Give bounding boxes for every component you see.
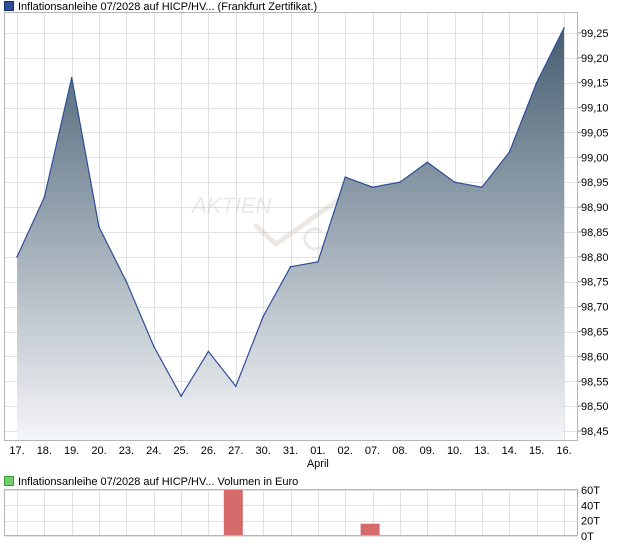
price-x-tick-label: 02. <box>338 445 353 457</box>
price-series <box>16 27 565 442</box>
volume-bar <box>223 490 243 536</box>
price-y-tick-label: 98,75 <box>581 277 609 289</box>
svg-text:AKTIEN: AKTIEN <box>190 193 272 218</box>
price-point <box>563 27 565 29</box>
watermark: AKTIEN <box>190 193 341 251</box>
price-y-tick-label: 99,05 <box>581 127 609 139</box>
price-y-tick-label: 98,45 <box>581 426 609 438</box>
price-point <box>153 345 155 348</box>
volume-plot-frame <box>4 489 578 536</box>
price-x-tick-label: 24. <box>146 445 161 457</box>
volume-grid <box>5 490 578 537</box>
price-y-tick-label: 98,85 <box>581 227 609 239</box>
price-x-tick-label: 25. <box>173 445 188 457</box>
price-y-tick-label: 99,20 <box>581 53 609 65</box>
volume-y-tick-label: 60T <box>581 485 600 497</box>
price-y-tick-label: 98,65 <box>581 327 609 339</box>
price-y-tick-label: 98,50 <box>581 401 609 413</box>
price-x-tick-label: 07. <box>365 445 380 457</box>
price-point <box>98 226 100 228</box>
price-x-tick-label: 16. <box>556 445 571 457</box>
price-point <box>508 151 511 154</box>
price-legend-swatch <box>4 1 14 11</box>
price-x-tick-label: 20. <box>91 445 106 457</box>
price-x-tick-label: 30. <box>256 445 271 457</box>
price-point <box>344 176 347 178</box>
price-point <box>535 81 538 84</box>
price-y-tick-label: 98,70 <box>581 302 609 314</box>
price-point <box>481 186 483 188</box>
volume-bars <box>223 490 380 536</box>
price-legend: Inflationsanleihe 07/2028 auf HICP/HV...… <box>4 0 317 14</box>
price-x-tick-label: 26. <box>201 445 216 457</box>
price-y-tick-label: 99,15 <box>581 78 609 90</box>
price-point <box>180 395 182 398</box>
price-x-tick-label: 08. <box>392 445 407 457</box>
volume-y-tick-label: 0T <box>581 531 594 543</box>
price-y-tick-label: 98,55 <box>581 376 609 388</box>
price-x-tick-label: 14. <box>502 445 517 457</box>
price-point <box>371 186 374 188</box>
volume-legend: Inflationsanleihe 07/2028 auf HICP/HV...… <box>4 475 298 489</box>
price-point <box>426 161 429 164</box>
price-point <box>16 256 18 258</box>
price-point <box>399 181 401 183</box>
price-point <box>70 76 73 79</box>
price-legend-label: Inflationsanleihe 07/2028 auf HICP/HV...… <box>18 1 318 13</box>
price-point <box>262 315 264 318</box>
price-x-tick-label: 01. <box>310 445 325 457</box>
price-y-tick-label: 99,25 <box>581 28 609 40</box>
price-point <box>289 266 292 268</box>
volume-y-tick-label: 40T <box>581 500 600 512</box>
volume-legend-label: Inflationsanleihe 07/2028 auf HICP/HV...… <box>18 476 299 488</box>
price-x-tick-label: 10. <box>447 445 462 457</box>
price-x-axis: 17. 18. 19. 20. 23. 24. 25. 26. 27. 30. 31. 01. 02. 0… <box>9 445 571 470</box>
price-point <box>125 280 128 283</box>
price-plot-frame <box>4 12 578 441</box>
price-y-tick-label: 99,00 <box>581 152 609 164</box>
price-point <box>235 385 237 388</box>
price-x-tick-label: 18. <box>37 445 52 457</box>
price-y-tick-label: 98,80 <box>581 252 609 264</box>
price-x-tick-label: 19. <box>64 445 79 457</box>
volume-y-tick-label: 20T <box>581 516 600 528</box>
price-area <box>17 27 564 442</box>
price-x-tick-label: 17. <box>9 445 24 457</box>
month-label: April <box>307 458 329 470</box>
price-x-tick-label: 27. <box>228 445 243 457</box>
price-x-tick-label: 15. <box>529 445 544 457</box>
volume-legend-swatch <box>4 476 14 486</box>
price-y-axis: 99,25 99,20 99,15 99,10 99,05 99,00 98,95 98,90… <box>578 28 609 438</box>
price-point <box>207 350 210 353</box>
price-point <box>43 196 46 198</box>
price-y-tick-label: 99,10 <box>581 103 609 115</box>
price-x-tick-label: 09. <box>420 445 435 457</box>
price-y-tick-label: 98,95 <box>581 177 609 189</box>
price-point <box>453 181 456 183</box>
volume-y-axis: 60T 40T 20T 0T <box>581 485 600 543</box>
price-x-tick-label: 13. <box>474 445 489 457</box>
price-y-tick-label: 98,90 <box>581 202 609 214</box>
price-x-tick-label: 23. <box>119 445 134 457</box>
price-x-tick-label: 31. <box>283 445 298 457</box>
price-point <box>317 261 319 263</box>
volume-bar <box>360 523 380 536</box>
price-y-tick-label: 98,60 <box>581 351 609 363</box>
